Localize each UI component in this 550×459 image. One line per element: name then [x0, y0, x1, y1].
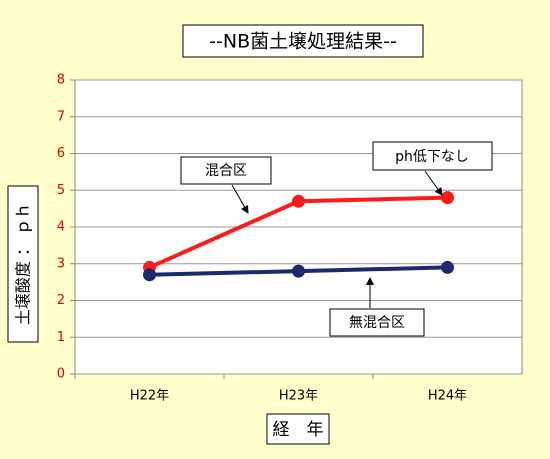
point: [441, 191, 454, 205]
y-axis-label: 土壌酸度 ： ｐｈ: [14, 203, 33, 325]
series-label: 混合区: [205, 163, 247, 179]
x-tick-label: H24年: [428, 389, 467, 404]
x-axis-label: 経 年: [273, 420, 324, 440]
y-tick-label: 0: [57, 367, 65, 382]
grid: [70, 79, 522, 379]
annotation-box: [329, 308, 425, 337]
marks: [143, 191, 454, 282]
point: [441, 260, 454, 274]
y-tick-label: 1: [57, 330, 65, 345]
y-tick-label: 8: [57, 73, 65, 88]
y-tick-label: 5: [57, 183, 65, 198]
annotation: ph低下なし: [395, 149, 469, 165]
x-tick-label: H23年: [279, 389, 318, 404]
point: [292, 194, 305, 208]
y-tick-label: 7: [57, 109, 65, 124]
title-box: [182, 24, 424, 58]
x-label-box: [266, 413, 330, 445]
y-tick-label: 6: [57, 146, 65, 161]
arrow: [231, 184, 249, 214]
x-tick-label: H22年: [130, 389, 169, 404]
y-label-box: [7, 185, 39, 343]
point: [292, 264, 305, 278]
chart-title: --NB菌土壌処理結果--: [209, 31, 397, 53]
point: [143, 268, 156, 282]
annotation-box: [372, 141, 493, 171]
series-label: 無混合区: [349, 315, 405, 331]
y-tick-label: 3: [57, 256, 65, 271]
annotation-box: [180, 156, 272, 185]
arrow: [424, 170, 443, 196]
y-tick-label: 4: [57, 220, 65, 235]
y-tick-label: 2: [57, 293, 65, 308]
